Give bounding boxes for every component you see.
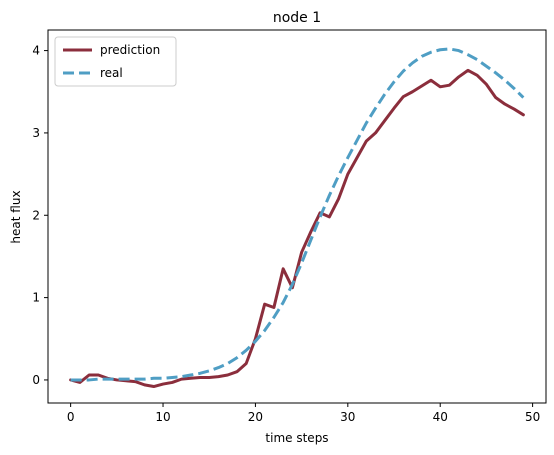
y-tick-label: 3	[32, 126, 40, 140]
plot-frame	[47, 29, 547, 404]
y-tick-label: 2	[32, 208, 40, 222]
plot-layer: 0 10 20 30 40 50 0 1 2 3 4	[32, 29, 547, 424]
x-axis-label: time steps	[265, 431, 328, 445]
legend-label-prediction: prediction	[100, 43, 160, 57]
series-line-real	[70, 47, 525, 382]
y-tick-label: 0	[32, 373, 40, 387]
legend: prediction real	[54, 36, 177, 87]
x-tick-label: 40	[433, 410, 448, 424]
x-tick-label: 30	[340, 410, 355, 424]
legend-label-real: real	[100, 66, 123, 80]
y-tick-label: 1	[32, 291, 40, 305]
series-line-prediction	[69, 68, 525, 389]
x-tick-label: 0	[67, 410, 75, 424]
y-tick-label: 4	[32, 44, 40, 58]
chart-title: node 1	[273, 10, 321, 26]
x-tick-label: 20	[248, 410, 263, 424]
y-axis-label: heat flux	[9, 190, 23, 243]
x-tick-label: 50	[525, 410, 540, 424]
x-tick-label: 10	[155, 410, 170, 424]
